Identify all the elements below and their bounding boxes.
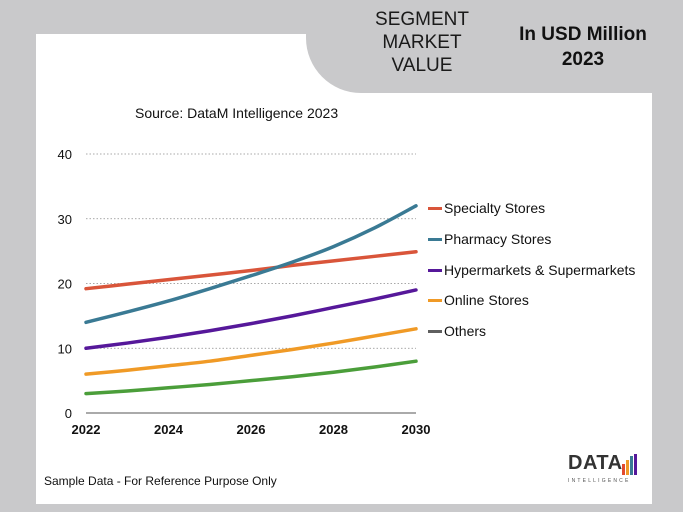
x-tick-label: 2024 [154, 422, 184, 437]
y-tick-label: 40 [58, 147, 72, 162]
unit-title: In USD Million 2023 [519, 24, 647, 70]
logo-subtext: INTELLIGENCE [568, 478, 631, 484]
legend-label: Specialty Stores [444, 200, 546, 216]
x-tick-label: 2026 [237, 422, 266, 437]
series-line-others [84, 359, 418, 396]
legend-label: Others [444, 323, 487, 339]
x-tick-label: 2030 [402, 422, 431, 437]
legend-swatch [428, 330, 442, 333]
y-tick-label: 30 [58, 212, 72, 227]
bars-icon [622, 454, 637, 475]
footnote: Sample Data - For Reference Purpose Only [44, 474, 277, 488]
chart-card [36, 34, 652, 504]
legend-swatch [428, 237, 442, 241]
series-line-hypermarkets-supermarkets [84, 288, 418, 350]
x-tick-label: 2028 [319, 422, 348, 437]
legend-swatch [428, 207, 442, 210]
series-line-pharmacy-stores [84, 204, 418, 325]
chart-source: Source: DataM Intelligence 2023 [135, 105, 339, 121]
x-tick-label: 2022 [72, 422, 101, 437]
y-tick-label: 10 [58, 341, 72, 356]
y-tick-label: 20 [58, 277, 72, 292]
legend-label: Hypermarkets & Supermarkets [444, 261, 636, 278]
logo-text: DATA [568, 452, 623, 474]
y-tick-label: 0 [65, 406, 72, 421]
legend-label: Pharmacy Stores [444, 230, 552, 247]
legend-swatch [428, 268, 442, 272]
series-line-specialty-stores [84, 250, 418, 291]
header-tab [306, 0, 683, 93]
legend-swatch [428, 299, 442, 303]
series-line-online-stores [84, 327, 418, 376]
legend-label: Online Stores [444, 292, 529, 309]
segment-title: SEGMENT MARKET VALUE [375, 9, 469, 76]
brand-logo: DATA INTELLIGENCE [568, 452, 642, 488]
